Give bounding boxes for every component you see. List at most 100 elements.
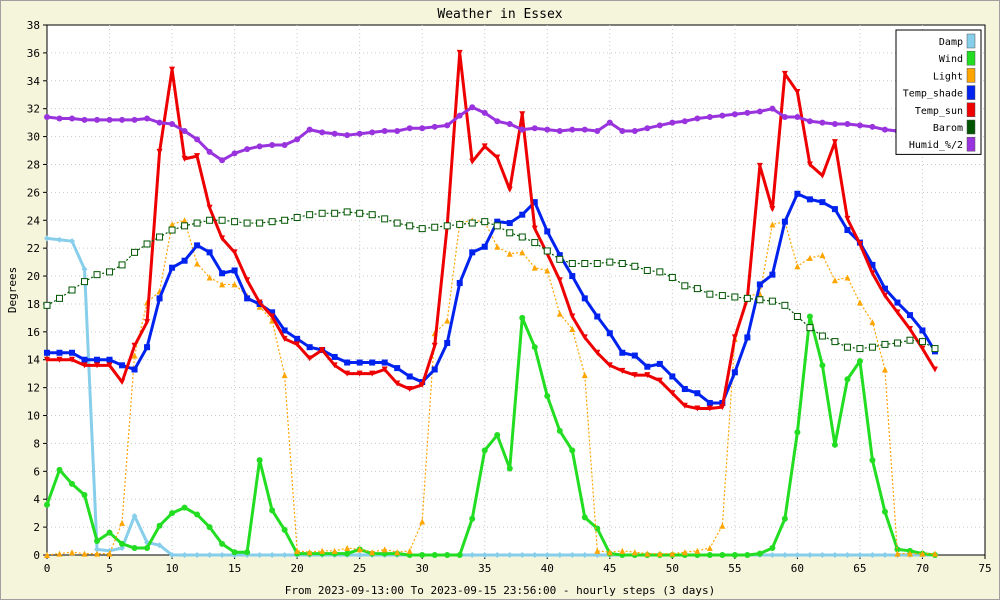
data-point-wind bbox=[194, 511, 201, 518]
data-point-damp bbox=[169, 552, 176, 558]
data-point-humid-2 bbox=[794, 114, 801, 121]
data-point-wind bbox=[531, 344, 538, 351]
data-point-barom bbox=[218, 216, 226, 224]
data-point-humid-2 bbox=[119, 116, 126, 123]
data-point-wind bbox=[856, 358, 863, 365]
data-point-temp-sun bbox=[656, 377, 663, 384]
data-point-barom bbox=[681, 282, 689, 290]
data-point-humid-2 bbox=[469, 104, 476, 111]
data-point-temp-shade bbox=[781, 218, 788, 225]
data-point-temp-sun bbox=[131, 342, 138, 349]
data-point-barom bbox=[706, 290, 714, 298]
data-point-humid-2 bbox=[744, 109, 751, 116]
data-point-humid-2 bbox=[544, 126, 551, 133]
data-point-barom bbox=[431, 223, 439, 231]
data-point-barom bbox=[93, 271, 101, 279]
y-tick-label: 0 bbox=[33, 549, 40, 562]
data-point-humid-2 bbox=[581, 126, 588, 133]
data-point-barom bbox=[906, 336, 914, 344]
data-point-temp-shade bbox=[631, 352, 638, 359]
data-point-humid-2 bbox=[244, 146, 251, 153]
data-point-temp-shade bbox=[469, 249, 476, 256]
data-point-humid-2 bbox=[144, 115, 151, 122]
data-point-damp bbox=[769, 552, 776, 558]
series-humid-2 bbox=[44, 104, 938, 164]
data-point-light bbox=[81, 550, 88, 557]
data-point-damp bbox=[494, 552, 501, 558]
legend-label: Temp_sun bbox=[915, 106, 963, 117]
series-barom bbox=[43, 208, 939, 353]
data-point-light bbox=[544, 267, 551, 274]
data-point-temp-sun bbox=[619, 367, 626, 374]
data-point-temp-sun bbox=[419, 381, 426, 388]
y-tick-label: 8 bbox=[33, 437, 40, 450]
data-point-barom bbox=[781, 301, 789, 309]
data-point-temp-sun bbox=[881, 292, 888, 299]
data-point-temp-sun bbox=[56, 356, 63, 363]
data-point-light bbox=[494, 243, 501, 250]
y-tick-label: 28 bbox=[27, 158, 40, 171]
x-axis-ticks: 0 5 10 15 20 25 30 35 40 45 50 55 60 65 70 75 bbox=[44, 555, 992, 575]
data-point-wind bbox=[269, 507, 276, 514]
x-tick-label: 70 bbox=[916, 562, 929, 575]
data-point-wind bbox=[869, 457, 876, 464]
data-point-barom bbox=[718, 292, 726, 300]
data-point-humid-2 bbox=[769, 105, 776, 112]
data-point-damp bbox=[94, 546, 101, 553]
data-point-humid-2 bbox=[431, 123, 438, 130]
data-point-temp-sun bbox=[519, 111, 526, 118]
data-point-wind bbox=[706, 552, 713, 558]
data-point-light bbox=[106, 550, 113, 557]
data-point-temp-shade bbox=[581, 295, 588, 302]
data-point-temp-shade bbox=[694, 390, 701, 397]
data-point-light bbox=[806, 254, 813, 261]
data-point-damp bbox=[469, 552, 476, 558]
data-point-temp-shade bbox=[881, 285, 888, 292]
data-point-temp-shade bbox=[731, 369, 738, 376]
data-point-light bbox=[519, 249, 526, 256]
data-point-temp-sun bbox=[206, 204, 213, 211]
data-point-humid-2 bbox=[231, 150, 238, 157]
data-point-light bbox=[919, 550, 926, 557]
data-point-light bbox=[94, 550, 101, 557]
data-point-barom bbox=[743, 294, 751, 302]
data-point-temp-sun bbox=[469, 158, 476, 165]
legend-label: Temp_shade bbox=[903, 89, 963, 100]
data-point-temp-sun bbox=[731, 334, 738, 341]
data-point-barom bbox=[656, 268, 664, 276]
data-point-temp-sun bbox=[894, 309, 901, 316]
data-point-humid-2 bbox=[194, 136, 201, 143]
data-point-temp-shade bbox=[356, 359, 363, 366]
legend-label: Barom bbox=[933, 123, 963, 134]
data-point-barom bbox=[418, 225, 426, 233]
data-point-barom bbox=[131, 248, 139, 256]
data-point-humid-2 bbox=[706, 114, 713, 121]
data-point-light bbox=[381, 546, 388, 553]
data-point-light bbox=[681, 549, 688, 556]
data-point-light bbox=[56, 550, 63, 557]
data-point-temp-sun bbox=[219, 235, 226, 242]
data-point-damp bbox=[544, 552, 551, 558]
data-point-barom bbox=[206, 216, 214, 224]
data-point-barom bbox=[156, 233, 164, 241]
data-point-temp-shade bbox=[394, 365, 401, 372]
data-point-humid-2 bbox=[656, 122, 663, 129]
data-point-temp-sun bbox=[606, 362, 613, 369]
data-point-barom bbox=[443, 222, 451, 230]
data-point-light bbox=[569, 326, 576, 333]
data-point-temp-shade bbox=[344, 359, 351, 366]
data-point-humid-2 bbox=[219, 157, 226, 164]
data-point-wind bbox=[281, 526, 288, 533]
data-point-temp-shade bbox=[769, 271, 776, 278]
data-point-temp-shade bbox=[819, 199, 826, 206]
data-point-light bbox=[894, 550, 901, 557]
data-point-temp-shade bbox=[556, 252, 563, 259]
data-point-humid-2 bbox=[44, 114, 50, 121]
data-point-barom bbox=[731, 293, 739, 301]
data-point-temp-sun bbox=[906, 326, 913, 333]
data-point-temp-shade bbox=[756, 281, 763, 288]
data-point-wind bbox=[256, 457, 263, 464]
data-point-humid-2 bbox=[306, 126, 313, 133]
data-point-light bbox=[319, 547, 326, 554]
